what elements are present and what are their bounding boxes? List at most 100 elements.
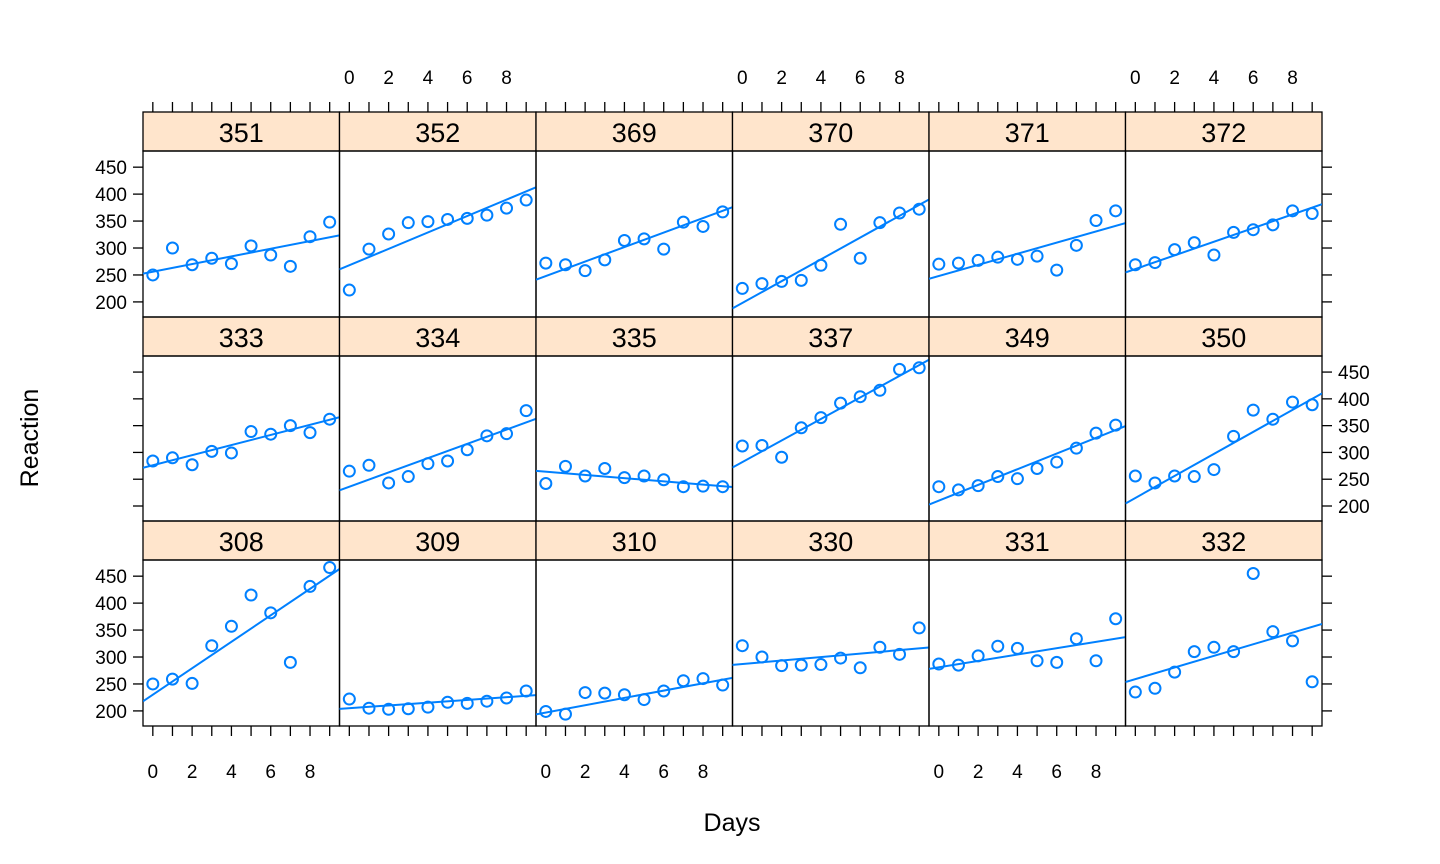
y-tick-label-right-1-350: 350 [1338,417,1370,438]
point-350-7 [1266,412,1280,426]
x-tick-label-bottom-2-2: 2 [580,762,591,783]
point-370-5 [834,217,848,231]
x-tick-label-bottom-0-8: 8 [305,762,316,783]
strip-337 [731,316,930,357]
strip-label-335: 335 [612,323,657,353]
point-352-5 [441,212,455,226]
point-332-4 [1207,640,1221,654]
x-tick-label-bottom-0-2: 2 [187,762,198,783]
point-334-7 [480,429,494,443]
point-337-7 [873,383,887,397]
panel-335: 335 [535,316,734,522]
point-310-6 [657,684,671,698]
panel-333: 333 [142,316,341,522]
point-352-2 [382,227,396,241]
strip-label-334: 334 [415,323,460,353]
y-tick-label-left-2-200: 200 [95,293,127,314]
fit-line-332 [1125,622,1322,683]
point-310-9 [716,678,730,692]
strip-310 [535,520,734,561]
x-tick-label-bottom-4-0: 0 [934,762,945,783]
x-tick-label-top-3-0: 0 [737,68,748,89]
point-309-0 [342,692,356,706]
x-tick-label-top-1-4: 4 [423,68,434,89]
point-351-7 [283,259,297,273]
x-tick-label-bottom-4-4: 4 [1012,762,1023,783]
point-370-6 [853,251,867,265]
strip-label-372: 372 [1201,118,1246,148]
point-332-8 [1286,634,1300,648]
point-372-5 [1227,225,1241,239]
panel-331: 331 [928,520,1127,727]
strip-label-371: 371 [1005,118,1050,148]
point-370-4 [814,258,828,272]
y-axis-title: Reaction [16,389,44,488]
point-333-6 [264,427,278,441]
y-tick-label-left-0-450: 450 [95,567,127,588]
point-369-3 [598,253,612,267]
plot-area-351 [142,150,341,318]
point-310-3 [598,686,612,700]
point-337-0 [735,439,749,453]
point-369-1 [558,258,572,272]
x-tick-label-bottom-0-6: 6 [265,762,276,783]
panel-309: 309 [338,520,537,727]
plot-area-332 [1124,559,1323,727]
point-352-0 [342,283,356,297]
plot-area-350 [1124,355,1323,522]
point-371-4 [1010,252,1024,266]
y-tick-label-left-2-300: 300 [95,239,127,260]
point-370-8 [893,206,907,220]
point-371-0 [932,257,946,271]
point-308-6 [264,606,278,620]
point-349-8 [1089,426,1103,440]
point-333-5 [244,425,258,439]
point-369-4 [617,233,631,247]
point-337-3 [794,421,808,435]
point-371-8 [1089,214,1103,228]
x-tick-label-bottom-0-4: 4 [226,762,237,783]
point-337-5 [834,396,848,410]
point-331-0 [932,657,946,671]
point-310-5 [637,693,651,707]
strip-372 [1124,111,1323,152]
point-370-3 [794,273,808,287]
point-333-2 [185,458,199,472]
point-351-6 [264,248,278,262]
fit-line-335 [536,469,733,488]
point-330-4 [814,658,828,672]
point-331-6 [1050,655,1064,669]
panel-349: 349 [928,316,1127,522]
fit-line-331 [929,636,1126,670]
x-tick-label-top-3-8: 8 [894,68,905,89]
point-351-9 [323,215,337,229]
point-370-1 [755,277,769,291]
point-335-9 [716,480,730,494]
point-330-1 [755,650,769,664]
strip-label-351: 351 [219,118,264,148]
point-335-0 [539,477,553,490]
point-352-7 [480,208,494,222]
point-371-3 [991,250,1005,264]
y-tick-label-left-0-200: 200 [95,702,127,723]
point-334-1 [362,458,376,472]
x-tick-label-top-5-2: 2 [1169,68,1180,89]
point-369-8 [696,219,710,233]
y-tick-label-left-0-250: 250 [95,675,127,696]
point-337-2 [775,450,789,464]
panel-330: 330 [731,520,930,727]
point-309-4 [421,700,435,714]
point-330-9 [912,621,926,635]
fit-line-349 [929,425,1126,506]
panel-369: 369 [535,111,734,318]
point-371-9 [1109,204,1123,218]
plot-area-335 [535,355,734,522]
point-372-6 [1246,223,1260,237]
point-333-7 [283,419,297,433]
point-332-6 [1246,566,1260,580]
point-331-7 [1069,632,1083,646]
strip-371 [928,111,1127,152]
x-axis-title: Days [704,809,761,837]
point-330-6 [853,661,867,675]
point-337-1 [755,438,769,452]
